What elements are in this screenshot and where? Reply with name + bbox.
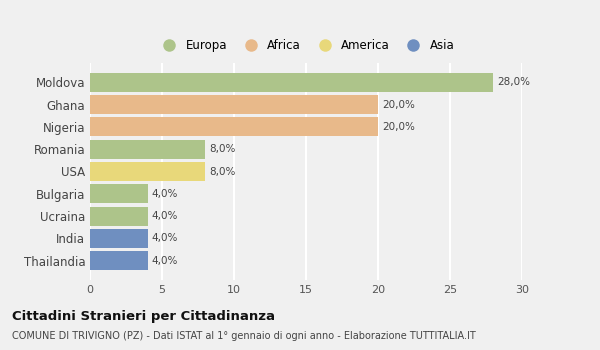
- Bar: [90, 162, 205, 181]
- Legend: Europa, Africa, America, Asia: Europa, Africa, America, Asia: [152, 34, 460, 57]
- Text: 28,0%: 28,0%: [497, 77, 530, 88]
- Bar: [90, 229, 148, 248]
- Text: 4,0%: 4,0%: [152, 233, 178, 243]
- Text: Cittadini Stranieri per Cittadinanza: Cittadini Stranieri per Cittadinanza: [12, 310, 275, 323]
- Bar: [90, 251, 148, 270]
- Bar: [90, 118, 378, 136]
- Text: 8,0%: 8,0%: [209, 167, 236, 176]
- Bar: [90, 95, 378, 114]
- Bar: [90, 73, 493, 92]
- Bar: [90, 140, 205, 159]
- Text: 20,0%: 20,0%: [382, 122, 415, 132]
- Text: 4,0%: 4,0%: [152, 256, 178, 266]
- Text: 4,0%: 4,0%: [152, 211, 178, 221]
- Bar: [90, 206, 148, 225]
- Text: COMUNE DI TRIVIGNO (PZ) - Dati ISTAT al 1° gennaio di ogni anno - Elaborazione T: COMUNE DI TRIVIGNO (PZ) - Dati ISTAT al …: [12, 331, 476, 341]
- Text: 8,0%: 8,0%: [209, 144, 236, 154]
- Bar: [90, 184, 148, 203]
- Text: 20,0%: 20,0%: [382, 100, 415, 110]
- Text: 4,0%: 4,0%: [152, 189, 178, 199]
